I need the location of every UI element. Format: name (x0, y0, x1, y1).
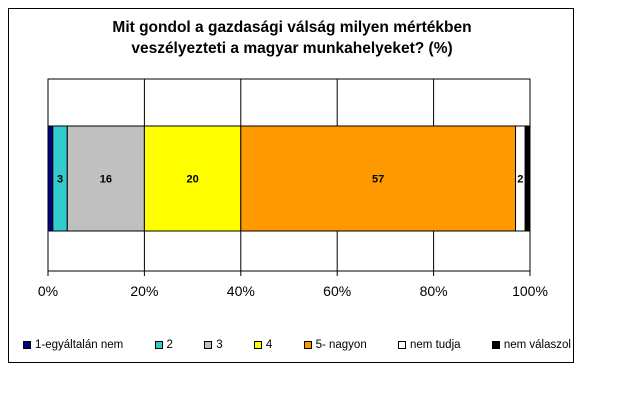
legend-item: 5- nagyon (303, 339, 367, 351)
bar-segment (47, 125, 54, 232)
bar-data-label: 57 (372, 174, 384, 186)
chart-title-line-2: veszélyezteti a magyar munkahelyeket? (%… (131, 40, 453, 57)
bar-data-label: 3 (57, 174, 63, 186)
bar-segment (66, 125, 145, 232)
legend-label: nem válaszol (503, 339, 571, 351)
bar-segment (143, 125, 242, 232)
legend-swatch (154, 341, 163, 349)
legend-item: nem válaszol (491, 339, 571, 351)
legend-item: nem tudja (398, 339, 461, 351)
x-tick-label: 80% (420, 283, 448, 299)
x-tick-label: 60% (323, 283, 351, 299)
x-tick-label: 20% (130, 283, 158, 299)
chart-plot: 0% 20% 40% 60% 80% 100% 3 16 20 57 2 1 (38, 78, 548, 299)
legend-label: nem tudja (410, 339, 461, 351)
legend-item: 1-egyáltalán nem (23, 339, 123, 351)
x-tick-label: 100% (512, 283, 548, 299)
legend-swatch (204, 341, 213, 349)
legend-label: 1-egyáltalán nem (35, 339, 124, 351)
legend-swatch (491, 341, 500, 349)
legend-label: 3 (216, 339, 223, 351)
bar-segment (524, 125, 531, 232)
legend-swatch (303, 341, 312, 349)
legend-swatch (23, 341, 31, 349)
chart-frame: Mit gondol a gazdasági válság milyen mér… (8, 8, 574, 363)
legend-item: 3 (204, 339, 223, 351)
legend-swatch (253, 341, 262, 349)
bar-data-label: 16 (100, 174, 112, 186)
legend-item: 2 (154, 339, 173, 351)
chart-title-line-1: Mit gondol a gazdasági válság milyen mér… (112, 19, 472, 36)
legend-label: 2 (166, 339, 173, 351)
legend-label: 4 (265, 339, 273, 351)
x-tick-label: 0% (38, 283, 58, 299)
bar-data-label: 1 (525, 174, 531, 186)
x-tick-label: 40% (227, 283, 255, 299)
bar-data-label: 20 (186, 174, 198, 186)
legend-label: 5- nagyon (315, 339, 367, 351)
bar-data-label: 2 (517, 174, 523, 186)
chart-legend: 1-egyáltalán nem 2 3 4 5- nagyon nem tudja nem… (23, 335, 571, 355)
chart-title: Mit gondol a gazdasági válság milyen mér… (9, 17, 575, 59)
legend-swatch (398, 341, 407, 349)
bar-segment (240, 125, 517, 232)
legend-item: 4 (253, 339, 273, 351)
